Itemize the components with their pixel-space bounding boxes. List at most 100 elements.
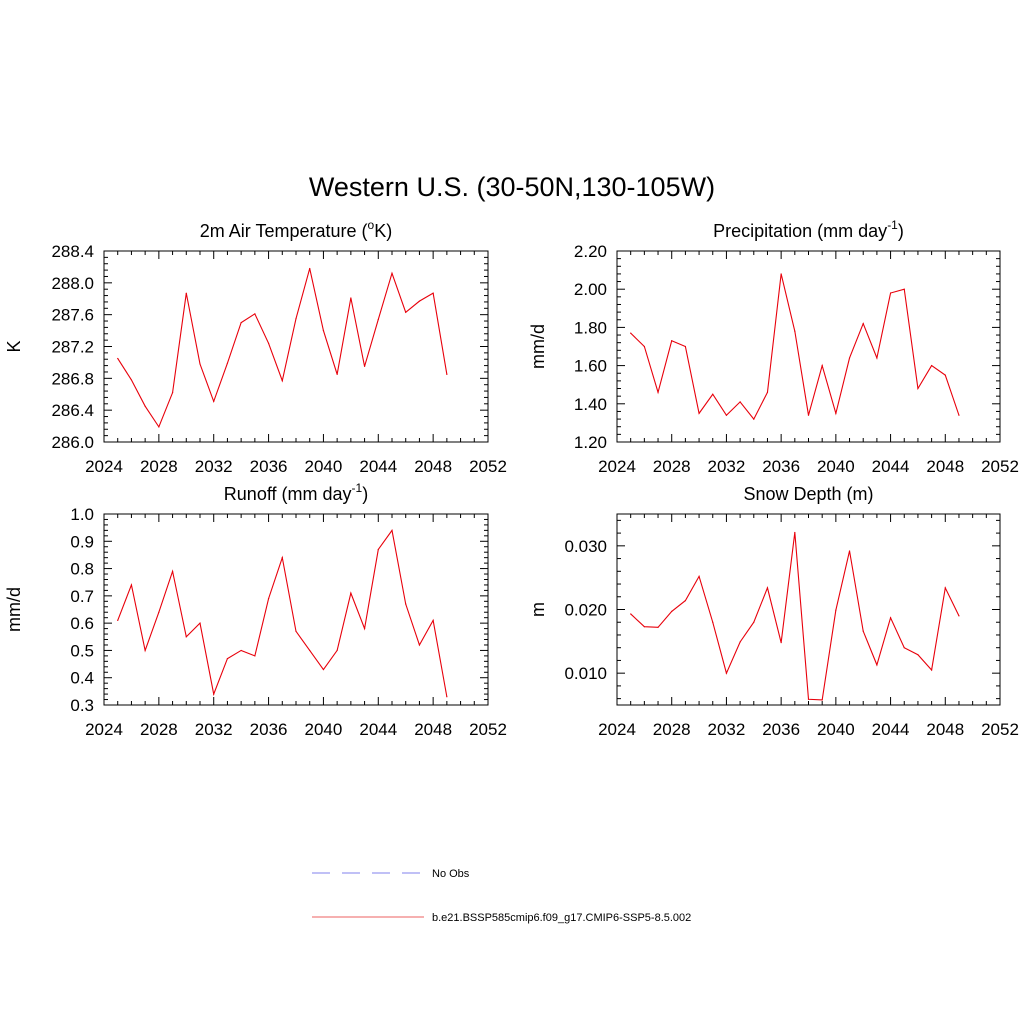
data-point (657, 391, 659, 393)
y-tick-label: 0.010 (564, 664, 607, 683)
data-point (144, 405, 146, 407)
y-tick-label: 1.40 (574, 395, 607, 414)
data-point (807, 414, 810, 416)
panel-title-suffix: K) (374, 221, 392, 241)
data-point (821, 699, 823, 701)
x-tick-label: 2052 (469, 720, 507, 739)
x-tick-label: 2040 (817, 457, 855, 476)
data-point (903, 288, 905, 290)
data-point (185, 292, 187, 294)
data-point (432, 619, 434, 622)
x-tick-label: 2044 (359, 457, 397, 476)
data-point (876, 357, 878, 359)
panel-runoff: 2024 2028 2032 2036 2040 2044 2048 2052 0.3 0.4 0.… (4, 481, 507, 739)
data-point (322, 668, 325, 671)
data-point (862, 630, 864, 632)
data-point (377, 548, 379, 551)
data-point (446, 373, 448, 375)
x-tick-label: 2040 (817, 720, 855, 739)
x-tick-label: 2040 (305, 720, 343, 739)
panel-title-main: Snow Depth (m) (743, 484, 873, 504)
data-point (753, 621, 755, 623)
data-point (254, 313, 256, 315)
data-point (712, 393, 714, 395)
y-tick-label: 0.8 (70, 560, 94, 579)
data-point (698, 412, 700, 414)
x-tick-label: 2048 (414, 457, 452, 476)
data-point (917, 387, 919, 390)
data-point (807, 698, 810, 700)
data-point (821, 365, 823, 367)
data-point (944, 374, 946, 376)
data-point (240, 649, 242, 652)
plot-frame (103, 513, 489, 706)
panel-precipitation: 2024 2028 2032 2036 2040 2044 2048 2052 1.20 1.40… (528, 218, 1019, 476)
x-tick-label: 2036 (762, 720, 800, 739)
x-tick-label: 2024 (85, 457, 123, 476)
y-tick-label: 0.030 (564, 537, 607, 556)
data-point (199, 363, 201, 365)
data-point (158, 426, 160, 428)
data-point (391, 272, 393, 274)
data-point (377, 318, 379, 321)
data-point (684, 345, 686, 348)
data-point (725, 672, 728, 674)
panel-title-suffix: ) (362, 484, 368, 504)
data-point (309, 267, 311, 270)
x-tick-label: 2044 (872, 720, 910, 739)
x-tick-label: 2024 (598, 457, 636, 476)
x-tick-label: 2052 (469, 457, 507, 476)
data-point (418, 644, 421, 646)
y-tick-label: 0.4 (70, 669, 94, 688)
y-tick-label: 0.6 (70, 614, 94, 633)
data-point (889, 617, 892, 619)
y-tick-label: 0.7 (70, 587, 94, 606)
y-tick-label: 0.9 (70, 532, 94, 551)
y-tick-label: 286.4 (51, 401, 94, 420)
data-point (931, 365, 933, 367)
data-point (684, 599, 686, 602)
data-point (158, 611, 160, 613)
series-line-runoff (117, 529, 448, 697)
data-point (309, 649, 311, 652)
x-tick-label: 2028 (653, 457, 691, 476)
panel-title-suffix: ) (898, 221, 904, 241)
x-tick-label: 2048 (926, 457, 964, 476)
y-tick-label: 2.20 (574, 242, 607, 261)
data-point (889, 292, 892, 294)
data-point (766, 587, 769, 589)
x-tick-label: 2032 (708, 457, 746, 476)
x-tick-label: 2036 (250, 457, 288, 476)
series-line-temperature (117, 268, 448, 429)
panel-title-main: 2m Air Temperature ( (200, 221, 368, 241)
series-line-precipitation (630, 273, 960, 421)
data-point (958, 414, 960, 416)
panel-title-main: Runoff (mm day (224, 484, 352, 504)
data-point (917, 654, 919, 656)
data-point (643, 345, 645, 348)
data-point (350, 297, 352, 299)
data-point (405, 603, 407, 605)
panel-title: Snow Depth (m) (743, 484, 873, 504)
data-point (780, 273, 782, 275)
data-point (295, 318, 297, 320)
data-point (226, 362, 229, 364)
panel-title-superscript: o (368, 218, 375, 232)
y-tick-label: 288.4 (51, 242, 94, 261)
legend: No Obs b.e21.BSSP585cmip6.f09_g17.CMIP6-… (312, 868, 691, 924)
y-tick-label: 1.20 (574, 433, 607, 452)
data-point (350, 592, 352, 594)
data-point (739, 401, 741, 403)
data-point (739, 641, 741, 643)
y-tick-label: 2.00 (574, 280, 607, 299)
data-point (835, 412, 837, 414)
data-point (281, 380, 283, 382)
y-tick-label: 286.0 (51, 433, 94, 452)
data-point (336, 649, 338, 652)
x-tick-label: 2044 (359, 720, 397, 739)
data-point (267, 342, 270, 344)
data-point (630, 613, 632, 615)
data-point (418, 300, 421, 302)
data-point (322, 329, 325, 332)
